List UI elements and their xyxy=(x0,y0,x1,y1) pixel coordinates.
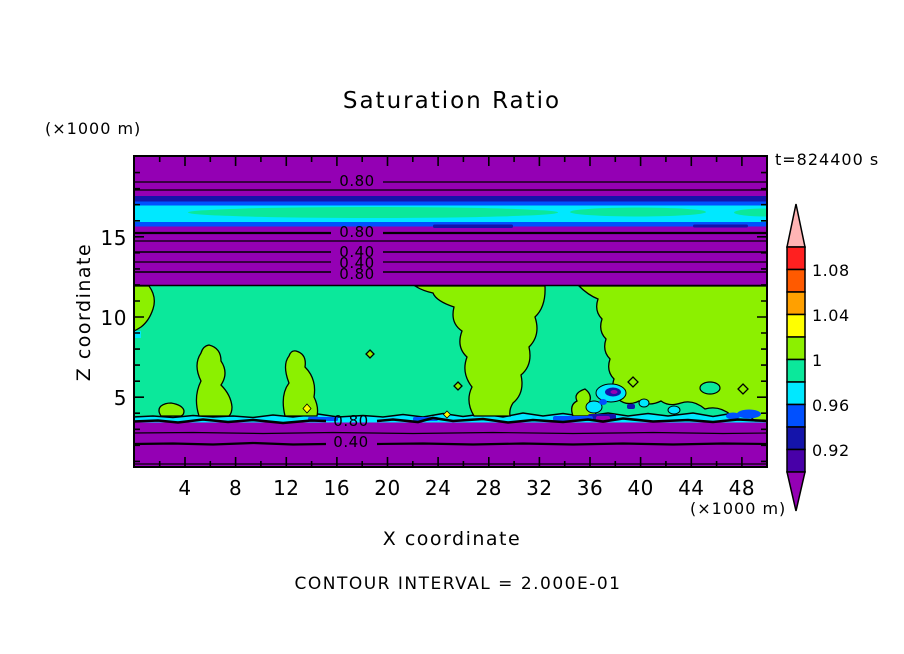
plot-frame xyxy=(133,155,768,468)
x-tick-label: 36 xyxy=(576,476,604,500)
x-tick-label: 20 xyxy=(374,476,401,500)
x-tick-label: 44 xyxy=(678,476,705,500)
contour-line-label: 0.80 xyxy=(333,412,369,430)
supersaturated-plumes xyxy=(133,285,768,422)
contour-line-label: 0.40 xyxy=(339,254,375,272)
x-axis-units: (×1000 m) xyxy=(690,499,787,518)
contour-line-label: 0.40 xyxy=(339,243,375,261)
chart-title: Saturation Ratio xyxy=(342,88,562,114)
colorbar-tick-label: 1.08 xyxy=(812,261,850,280)
contour-line-label: 0.40 xyxy=(333,433,369,451)
colorbar-tick-label: 0.96 xyxy=(812,396,850,415)
y-tick-label: 15 xyxy=(100,226,127,250)
y-tick-label: 10 xyxy=(100,306,127,330)
colorbar-bottom-arrow xyxy=(786,471,806,512)
colorbar-tick-label: 1 xyxy=(812,351,823,370)
contour-lines xyxy=(133,181,768,465)
x-tick-label: 28 xyxy=(475,476,503,500)
x-tick-label: 40 xyxy=(627,476,654,500)
contour-line-label: 0.80 xyxy=(339,265,375,283)
contour-interval-note: CONTOUR INTERVAL = 2.000E-01 xyxy=(294,574,622,594)
upper-moist-band xyxy=(133,196,768,228)
x-tick-label: 16 xyxy=(323,476,351,500)
x-tick-label: 32 xyxy=(526,476,553,500)
x-tick-label: 24 xyxy=(424,476,452,500)
contour-line-label: 0.80 xyxy=(339,172,375,190)
x-axis-label: X coordinate xyxy=(382,528,522,550)
colorbar xyxy=(786,203,806,512)
transition-sliver xyxy=(133,411,768,423)
x-tick-label: 48 xyxy=(728,476,756,500)
x-tick-label: 4 xyxy=(178,476,192,500)
plume-hole xyxy=(699,381,721,395)
x-tick-label: 12 xyxy=(273,476,300,500)
axis-ticks xyxy=(135,157,766,466)
colorbar-top-arrow xyxy=(786,203,806,248)
colorbar-tick-label: 1.04 xyxy=(812,306,850,325)
contour-line-label: 0.80 xyxy=(339,223,375,241)
y-axis-units: (×1000 m) xyxy=(45,119,142,138)
time-annotation: t=824400 s xyxy=(775,150,880,169)
y-tick-label: 5 xyxy=(113,386,127,410)
contour-plot-canvas xyxy=(133,155,768,468)
colorbar-tick-label: 0.92 xyxy=(812,441,850,460)
x-tick-label: 8 xyxy=(228,476,243,500)
